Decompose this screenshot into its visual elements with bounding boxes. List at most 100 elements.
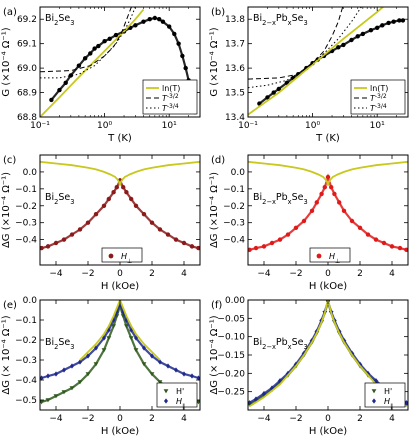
series-line — [40, 7, 132, 73]
data-point — [176, 41, 181, 46]
legend: ln(T)T-3/2T-3/4 — [142, 79, 198, 115]
annotation-part: Se — [292, 192, 304, 203]
y-tick-label: −0.2 — [15, 202, 37, 212]
annotation-part: 3 — [70, 198, 74, 206]
panel-label: (e) — [3, 300, 17, 311]
y-tick-label: 68.8 — [17, 113, 37, 123]
legend-label-base: H — [384, 397, 390, 406]
x-tick-label: 2 — [357, 269, 363, 279]
x-tick-label: 4 — [389, 414, 395, 424]
legend-label-base: T — [370, 104, 376, 113]
legend-swatch — [372, 398, 376, 404]
x-tick-label: 10⁻¹ — [30, 121, 50, 131]
data-point — [157, 227, 163, 232]
data-point — [152, 15, 158, 21]
legend-label: ln(T) — [162, 84, 180, 93]
y-tick-label: 13.6 — [225, 64, 245, 74]
data-point — [182, 371, 186, 377]
y-tick-label: −0.4 — [15, 376, 37, 386]
data-point — [277, 237, 283, 242]
data-point — [77, 227, 83, 232]
y-axis-label: ΔG (×10⁻⁴ Ω⁻¹) — [1, 172, 12, 248]
data-point — [325, 174, 331, 180]
data-point — [341, 208, 347, 214]
data-point — [271, 90, 276, 95]
data-point — [147, 17, 152, 22]
legend: H⊥ — [101, 247, 143, 265]
legend-swatch — [371, 389, 377, 394]
series-line — [249, 300, 407, 408]
legend-label-sub: ∥ — [182, 403, 185, 410]
annotation-part: Se — [58, 192, 70, 203]
data-point — [181, 240, 187, 246]
data-point — [124, 190, 129, 195]
data-point — [96, 43, 101, 49]
legend-box — [101, 247, 143, 263]
legend-label: ln(T) — [370, 84, 388, 93]
data-point — [373, 237, 379, 242]
data-point — [189, 244, 195, 249]
legend-label-sup: -3/4 — [167, 103, 179, 110]
legend-label: H∥ — [176, 397, 185, 410]
data-point — [173, 237, 179, 242]
y-axis-label: ΔG (× 10⁻⁴ Ω⁻¹) — [1, 315, 12, 394]
panel-label: (b) — [211, 7, 225, 18]
x-tick-label: 2 — [357, 414, 363, 424]
series-line — [40, 8, 145, 117]
data-point — [49, 97, 54, 103]
data-point — [374, 25, 380, 30]
data-point — [381, 240, 387, 246]
legend-label: T-3/4 — [162, 103, 179, 114]
data-point — [133, 203, 139, 208]
legend: H'H∥ — [364, 382, 406, 410]
y-axis-label: ΔG (× 10⁻⁴ Ω⁻¹) — [209, 315, 220, 394]
data-point — [262, 390, 266, 397]
x-tick-label: −2 — [289, 269, 302, 279]
data-point — [196, 245, 200, 251]
legend-box — [309, 247, 351, 263]
data-point — [134, 335, 138, 341]
panel-label: (a) — [3, 7, 17, 18]
data-point — [142, 345, 146, 351]
annotation-part: Se — [292, 337, 304, 348]
x-tick-label: −2 — [289, 414, 302, 424]
series-line — [79, 300, 161, 361]
y-tick-label: −0.1 — [223, 185, 245, 195]
data-point — [106, 336, 112, 341]
data-point — [374, 378, 378, 384]
data-point — [301, 218, 307, 224]
panel-f: −4 −2 0 2 4 −0.25 −0.20 −0.15 −0.10 −0.05 0.00 H (k… — [209, 296, 409, 437]
sample-annotation: Bi2−xPbxSe3 — [253, 337, 308, 351]
data-point — [183, 65, 188, 71]
data-point — [329, 184, 334, 190]
y-tick-label: 69.0 — [17, 64, 37, 74]
data-point — [106, 196, 112, 202]
legend-box — [364, 382, 406, 408]
annotation-part: 2−x — [262, 198, 276, 206]
legend-label-base: H — [121, 252, 127, 261]
y-tick-label: −0.25 — [217, 388, 245, 398]
sample-annotation: Bi2Se3 — [45, 192, 75, 206]
annotation-part: x — [288, 343, 292, 351]
legend: H'H∥ — [156, 382, 198, 410]
y-tick-label: −0.4 — [15, 236, 37, 246]
data-point — [128, 336, 134, 341]
x-tick-label: 4 — [389, 269, 395, 279]
y-tick-label: −0.05 — [217, 314, 245, 324]
y-tick-label: −0.1 — [15, 185, 37, 195]
annotation-part: Pb — [276, 192, 288, 203]
data-point — [53, 240, 59, 246]
y-tick-label: 69.2 — [17, 15, 37, 25]
legend-label-sub: ⊥ — [335, 258, 340, 265]
data-point — [285, 232, 291, 237]
data-point — [124, 324, 129, 329]
data-point — [336, 45, 341, 50]
data-point — [76, 63, 82, 68]
x-tick-label: 10⁰ — [305, 121, 320, 131]
annotation-part: Bi — [45, 13, 54, 24]
data-point — [278, 378, 282, 384]
y-tick-label: 13.8 — [225, 15, 245, 25]
data-point — [248, 400, 252, 406]
data-point — [101, 203, 107, 208]
annotation-part: 3 — [303, 198, 307, 206]
